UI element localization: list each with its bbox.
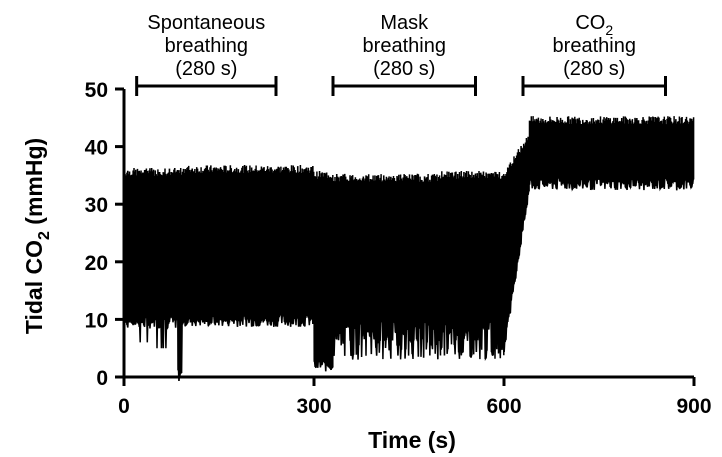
y-tick-label: 50 xyxy=(85,79,108,102)
phase-duration-label: (280 s) xyxy=(563,58,625,80)
y-axis-label-main: Tidal CO xyxy=(21,240,47,334)
phase-label-line1: Spontaneous xyxy=(147,12,265,34)
y-tick-label: 20 xyxy=(85,252,108,275)
y-tick-label: 10 xyxy=(85,309,108,332)
phase-duration-label: (280 s) xyxy=(373,58,435,80)
y-tick-label: 0 xyxy=(96,367,108,390)
phase-label-line2: breathing xyxy=(165,35,248,57)
tidal-co2-line xyxy=(123,116,695,382)
x-axis-label: Time (s) xyxy=(368,427,456,453)
phase-label-line2: breathing xyxy=(553,35,636,57)
y-tick-label: 40 xyxy=(85,137,108,160)
y-axis-label: Tidal CO2 (mmHg) xyxy=(21,138,53,334)
co2-trace xyxy=(123,116,695,382)
x-tick-label: 600 xyxy=(486,395,521,418)
phase-label-line2: breathing xyxy=(363,35,446,57)
phase-duration-label: (280 s) xyxy=(175,58,237,80)
x-tick-label: 300 xyxy=(296,395,331,418)
y-axis-label-unit: (mmHg) xyxy=(21,138,47,231)
phase-label-line1: Mask xyxy=(380,12,429,34)
y-tick-label: 30 xyxy=(85,194,108,217)
y-axis-label-sub: 2 xyxy=(36,231,53,240)
x-tick-label: 900 xyxy=(676,395,711,418)
phase-label-line1: CO2 xyxy=(575,12,613,38)
axis-labels: Time (s) Tidal CO2 (mmHg) xyxy=(21,138,456,453)
axes: 0 10 20 30 40 50 0 300 600 900 xyxy=(85,79,712,418)
x-tick-label: 0 xyxy=(118,395,130,418)
